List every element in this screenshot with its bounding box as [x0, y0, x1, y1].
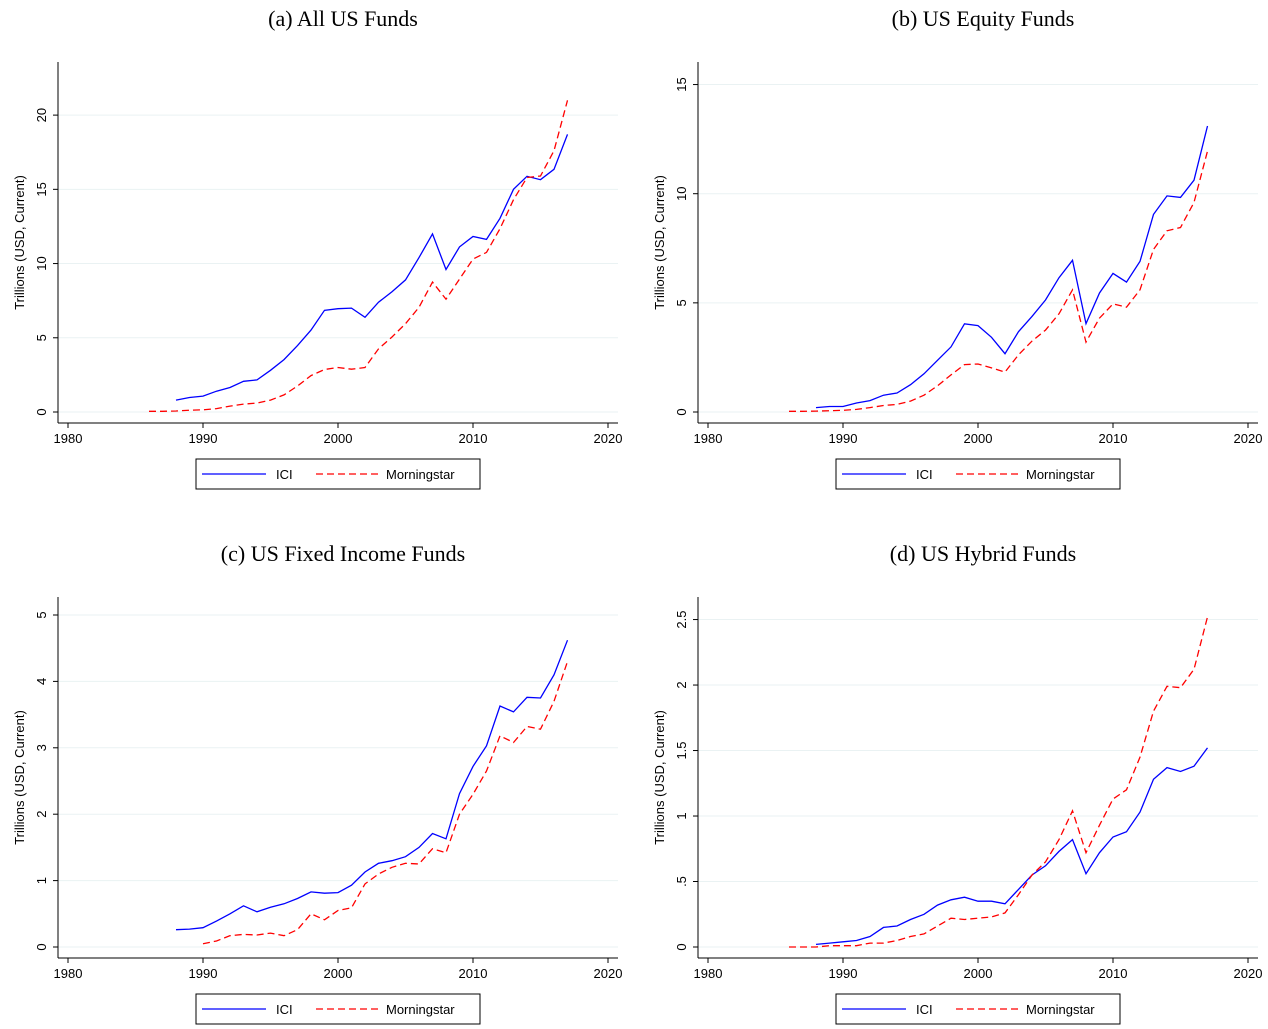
x-tick-label: 2010: [1099, 966, 1128, 981]
y-tick-label: 1: [34, 877, 49, 884]
x-tick-label: 1990: [189, 966, 218, 981]
x-tick-label: 2000: [964, 431, 993, 446]
series-line-morningstar: [789, 150, 1209, 412]
legend-label-ici: ICI: [916, 467, 933, 482]
y-tick-label: 3: [34, 744, 49, 751]
y-tick-label: 0: [674, 943, 689, 950]
x-tick-label: 1990: [829, 431, 858, 446]
chart-panel-4: (d) US Hybrid Funds 0 .5 1 1.5 2 2.5 1980 1990 20…: [652, 541, 1263, 1025]
chart-title: (a) All US Funds: [268, 6, 418, 31]
legend-label-morningstar: Morningstar: [1026, 1002, 1095, 1017]
y-tick-label: 2: [674, 681, 689, 688]
y-tick-label: 4: [34, 678, 49, 685]
chart-panel-2: (b) US Equity Funds 0 5 10 15 1980 1990 2000 201…: [652, 6, 1263, 490]
y-tick-label: 2: [34, 811, 49, 818]
y-tick-label: 5: [34, 334, 49, 341]
y-axis-label: Trillions (USD, Current): [652, 710, 667, 845]
x-tick-label: 1980: [694, 431, 723, 446]
y-tick-label: 2.5: [674, 611, 689, 629]
x-tick-label: 1990: [829, 966, 858, 981]
legend-label-morningstar: Morningstar: [1026, 467, 1095, 482]
x-tick-label: 1980: [54, 431, 83, 446]
series-line-morningstar: [149, 100, 569, 412]
x-tick-label: 2010: [459, 431, 488, 446]
x-tick-label: 2020: [594, 431, 623, 446]
chart-title: (c) US Fixed Income Funds: [221, 541, 465, 566]
y-tick-label: 5: [674, 299, 689, 306]
y-tick-label: 1: [674, 812, 689, 819]
y-tick-label: .5: [674, 876, 689, 887]
x-tick-label: 2020: [1234, 431, 1263, 446]
x-tick-label: 2010: [459, 966, 488, 981]
y-tick-label: 0: [34, 408, 49, 415]
series-line-morningstar: [202, 661, 569, 945]
series-line-ici: [815, 747, 1209, 946]
legend-label-ici: ICI: [916, 1002, 933, 1017]
y-tick-label: 0: [674, 408, 689, 415]
x-tick-label: 1980: [54, 966, 83, 981]
x-tick-label: 2020: [1234, 966, 1263, 981]
y-tick-label: 1.5: [674, 741, 689, 759]
chart-title: (b) US Equity Funds: [892, 6, 1075, 31]
y-tick-label: 0: [34, 943, 49, 950]
chart-panel-1: (a) All US Funds 0 5 10 15 20 1980 1990 2000 2010…: [12, 6, 623, 490]
x-tick-label: 2000: [324, 966, 353, 981]
legend-label-ici: ICI: [276, 467, 293, 482]
legend-label-morningstar: Morningstar: [386, 1002, 455, 1017]
legend-label-morningstar: Morningstar: [386, 467, 455, 482]
y-tick-label: 10: [674, 186, 689, 200]
series-line-morningstar: [789, 616, 1209, 948]
y-tick-label: 5: [34, 611, 49, 618]
y-axis-label: Trillions (USD, Current): [12, 710, 27, 845]
y-tick-label: 10: [34, 256, 49, 270]
x-tick-label: 1980: [694, 966, 723, 981]
legend-label-ici: ICI: [276, 1002, 293, 1017]
x-tick-label: 2000: [324, 431, 353, 446]
y-tick-label: 15: [674, 77, 689, 91]
series-line-ici: [175, 639, 569, 931]
y-axis-label: Trillions (USD, Current): [12, 175, 27, 310]
y-tick-label: 15: [34, 182, 49, 196]
chart-panel-3: (c) US Fixed Income Funds 0 1 2 3 4 5 1980 1990 2…: [12, 541, 623, 1025]
x-tick-label: 2010: [1099, 431, 1128, 446]
x-tick-label: 1990: [189, 431, 218, 446]
series-line-ici: [815, 125, 1209, 409]
series-line-ici: [175, 134, 569, 401]
chart-title: (d) US Hybrid Funds: [890, 541, 1076, 566]
x-tick-label: 2000: [964, 966, 993, 981]
y-axis-label: Trillions (USD, Current): [652, 175, 667, 310]
x-tick-label: 2020: [594, 966, 623, 981]
y-tick-label: 20: [34, 108, 49, 122]
